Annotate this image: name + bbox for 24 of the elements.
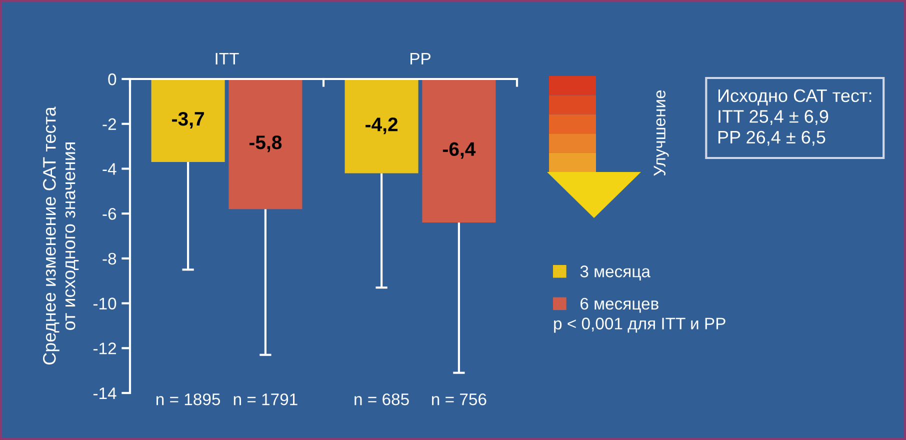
x-tick-label: ITT	[216, 52, 239, 64]
text: Улучшение	[654, 90, 669, 176]
data-label: -3,7	[172, 112, 204, 129]
text: Исходно САТ тест: ITT 25,4 ± 6,9 PP 26,4 ± 6,5	[718, 89, 872, 146]
text: n = 1791	[234, 393, 298, 406]
y-tick-label: -8	[102, 252, 116, 265]
y-tick-label: -12	[93, 342, 116, 354]
text: n = 756	[432, 393, 486, 406]
y-tick-label: -6	[102, 208, 116, 220]
y-tick-label: -10	[93, 298, 116, 310]
text: n = 1895	[156, 393, 220, 406]
legend-label: 3 месяца	[580, 266, 650, 280]
y-axis-title: Среднее изменение САТ теста от исходного значения	[43, 106, 79, 364]
y-tick-label: -4	[102, 163, 116, 175]
text: n = 685	[354, 393, 409, 406]
legend-label: 6 месяцев	[580, 298, 658, 313]
data-label: -5,8	[249, 135, 282, 152]
text: p < 0,001 для ITT и PP	[554, 318, 726, 333]
x-tick-label: PP	[410, 52, 430, 64]
data-label: -4,2	[366, 118, 398, 134]
y-tick-label: -14	[93, 388, 116, 400]
data-label: -6,4	[442, 142, 476, 159]
y-tick-label: -2	[102, 118, 116, 130]
y-tick-label: 0	[108, 73, 116, 86]
